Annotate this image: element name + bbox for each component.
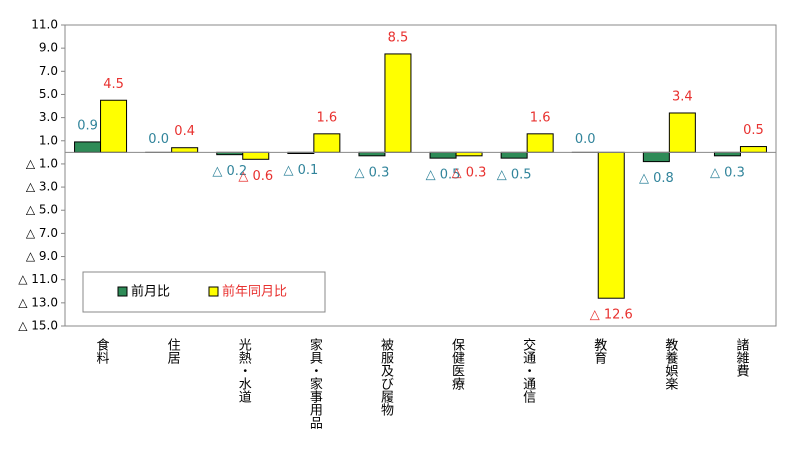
bar bbox=[455, 151, 483, 157]
bar bbox=[171, 147, 199, 153]
x-tick-label: 交通・通信 bbox=[520, 338, 536, 403]
value-label: 0.0 bbox=[148, 132, 169, 147]
value-label: △ 0.3 bbox=[710, 165, 745, 180]
x-tick-label: 光熱・水道 bbox=[235, 338, 251, 403]
value-label: △ 12.6 bbox=[590, 308, 633, 323]
value-label: △ 0.3 bbox=[452, 165, 487, 180]
value-label: 1.6 bbox=[530, 110, 551, 125]
value-label: 0.9 bbox=[77, 118, 98, 133]
value-label: △ 0.2 bbox=[212, 164, 247, 179]
bar bbox=[597, 151, 625, 299]
value-label: 4.5 bbox=[103, 77, 124, 92]
x-tick-label: 教育 bbox=[591, 338, 607, 364]
y-tick-label: △ 15.0 bbox=[18, 319, 58, 333]
bar bbox=[526, 133, 554, 153]
value-label: △ 0.5 bbox=[426, 168, 461, 183]
plot-frame bbox=[64, 24, 777, 327]
value-label: △ 0.6 bbox=[238, 169, 273, 184]
value-label: 1.6 bbox=[317, 110, 338, 125]
bar bbox=[500, 151, 528, 159]
value-label: 0.5 bbox=[743, 123, 764, 138]
bar bbox=[642, 151, 670, 163]
y-tick-label: 7.0 bbox=[39, 64, 58, 78]
bar bbox=[739, 146, 767, 153]
value-label: △ 0.8 bbox=[639, 171, 674, 186]
y-tick-label: △ 3.0 bbox=[26, 180, 58, 194]
y-tick-label: 5.0 bbox=[39, 87, 58, 101]
bar bbox=[313, 133, 341, 153]
bar bbox=[384, 53, 412, 153]
x-tick-label: 諸雑費 bbox=[733, 338, 749, 377]
bar bbox=[100, 99, 128, 153]
y-tick-label: △ 13.0 bbox=[18, 295, 58, 309]
x-tick-label: 教養娯楽 bbox=[662, 338, 678, 390]
y-tick-label: 11.0 bbox=[31, 18, 58, 32]
y-tick-label: △ 5.0 bbox=[26, 203, 58, 217]
bar bbox=[242, 151, 270, 160]
value-label: 0.0 bbox=[575, 132, 596, 147]
value-label: 3.4 bbox=[672, 89, 693, 104]
value-label: △ 0.3 bbox=[355, 165, 390, 180]
value-label: △ 0.1 bbox=[283, 163, 318, 178]
bar bbox=[358, 151, 386, 157]
bar bbox=[74, 141, 102, 153]
bar bbox=[668, 112, 696, 153]
y-tick-label: △ 11.0 bbox=[18, 272, 58, 286]
bar bbox=[713, 151, 741, 157]
legend-label: 前年同月比 bbox=[222, 284, 287, 300]
value-label: △ 0.5 bbox=[497, 168, 532, 183]
legend-swatch bbox=[208, 286, 219, 297]
x-tick-label: 住居 bbox=[164, 338, 180, 364]
y-tick-label: 1.0 bbox=[39, 133, 58, 147]
y-tick-label: △ 1.0 bbox=[26, 156, 58, 170]
x-tick-label: 食料 bbox=[93, 338, 109, 364]
legend-swatch bbox=[117, 286, 128, 297]
y-tick-label: △ 9.0 bbox=[26, 249, 58, 263]
value-label: 0.4 bbox=[174, 124, 195, 139]
x-tick-label: 家具・家事用品 bbox=[306, 338, 322, 429]
bar bbox=[429, 151, 457, 159]
legend-label: 前月比 bbox=[131, 284, 170, 300]
x-tick-label: 保健医療 bbox=[449, 338, 465, 390]
value-label: 8.5 bbox=[388, 30, 409, 45]
y-tick-label: 3.0 bbox=[39, 110, 58, 124]
y-tick-label: 9.0 bbox=[39, 41, 58, 55]
x-tick-label: 被服及び履物 bbox=[377, 338, 393, 416]
y-tick-label: △ 7.0 bbox=[26, 226, 58, 240]
